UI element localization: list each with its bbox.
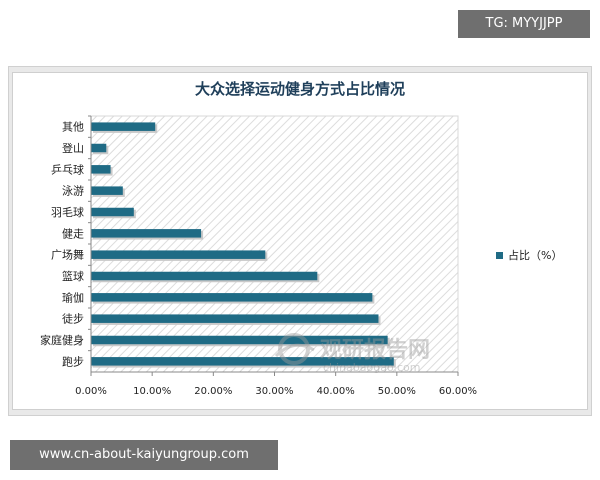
x-tick-label: 60.00% <box>439 386 477 397</box>
bar <box>91 314 379 323</box>
bar <box>91 335 388 345</box>
category-label: 家庭健身 <box>40 333 84 347</box>
legend-swatch <box>496 252 503 259</box>
category-label: 羽毛球 <box>51 205 84 219</box>
watermark: 观研报告网 chinabaogao.com <box>274 333 430 374</box>
bar <box>91 186 123 195</box>
bar <box>91 293 373 302</box>
bottom-url-tag: www.cn-about-kaiyungroup.com <box>10 440 278 470</box>
watermark-url: chinabaogao.com <box>323 361 421 374</box>
bar <box>91 357 394 366</box>
category-label: 篮球 <box>62 269 84 283</box>
x-tick-label: 20.00% <box>194 386 232 397</box>
x-tick-label: 30.00% <box>255 386 293 397</box>
category-label: 徒步 <box>62 312 84 326</box>
x-tick-label: 40.00% <box>317 386 355 397</box>
category-label: 健走 <box>62 227 84 240</box>
x-tick-label: 10.00% <box>133 386 171 397</box>
bar <box>91 207 134 217</box>
watermark-logo-icon <box>278 333 310 365</box>
category-label: 泳游 <box>62 184 84 198</box>
category-label: 广场舞 <box>51 248 84 262</box>
bar <box>91 165 111 174</box>
bar <box>91 271 318 281</box>
bar <box>91 250 266 259</box>
category-label: 瑜伽 <box>62 290 84 304</box>
category-label: 登山 <box>62 141 84 155</box>
x-tick-label: 50.00% <box>378 386 416 397</box>
bar <box>91 122 156 131</box>
category-label: 乒乓球 <box>51 162 84 176</box>
top-watermark-tag: TG: MYYJJPP <box>458 10 590 38</box>
chart-title: 大众选择运动健身方式占比情况 <box>194 80 405 98</box>
watermark-name: 观研报告网 <box>320 338 430 363</box>
x-tick-label: 0.00% <box>75 386 107 397</box>
category-label: 其他 <box>62 121 84 134</box>
legend-label: 占比（%） <box>508 248 562 262</box>
category-label: 跑步 <box>62 354 84 368</box>
bar <box>91 229 202 238</box>
bar <box>91 143 107 153</box>
legend: 占比（%） <box>496 248 562 262</box>
plot-area <box>90 115 459 373</box>
watermark-swoosh-icon <box>274 343 315 358</box>
